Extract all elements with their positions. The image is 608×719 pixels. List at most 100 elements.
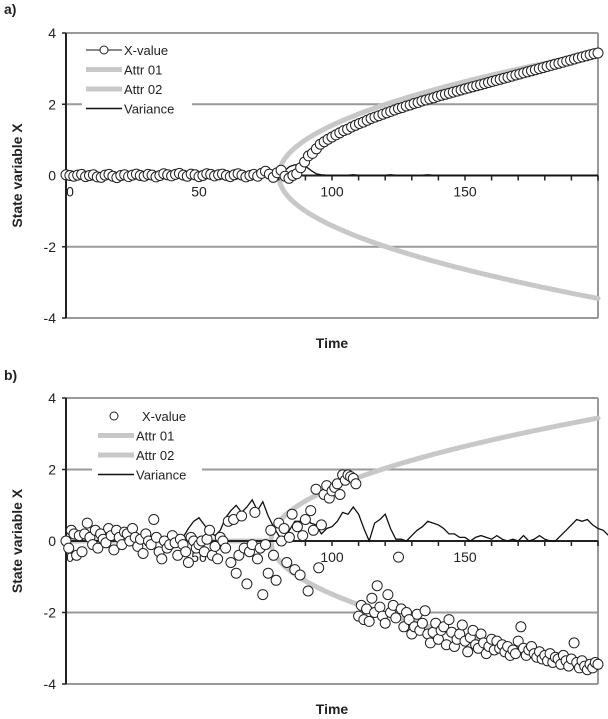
x-value-point [182,557,194,568]
x-value-point [592,658,604,670]
x-value-point [393,551,404,563]
x-tick-label: 0 [66,184,74,200]
variance-line [278,164,599,177]
x-value-point [108,544,120,556]
x-value-point [92,542,104,554]
x-tick-label: 50 [191,184,207,200]
y-tick-label: 2 [48,96,56,112]
x-value-point [379,617,391,629]
x-value-point [257,589,269,601]
x-value-point [403,614,415,626]
x-tick-label: 100 [320,184,344,200]
legend-label: Variance [136,468,186,483]
x-value-point [374,601,386,613]
x-value-point [366,592,378,604]
x-value-point [363,615,375,627]
attractor-02 [276,173,601,301]
legend-marker-x-value [99,45,109,55]
x-value-point [81,517,93,529]
y-tick-label: -2 [44,239,57,255]
x-value-point [209,540,221,552]
x-value-point [390,612,402,624]
x-value-point [241,578,253,590]
panel-a: a) 4 2 0 -2 -4 State variable X Time X-value Attr… [4,1,604,351]
x-value-point [592,47,604,59]
x-tick-label: 150 [453,184,477,200]
x-value-point [278,523,290,534]
x-value-point [204,524,216,536]
x-value-point [305,505,317,517]
legend: X-value Attr 01 Attr 02 Variance [98,409,186,483]
legend-label: Variance [124,102,174,117]
x-value-point [252,553,263,565]
y-tick-label: 2 [48,462,56,478]
panel-label: b) [4,367,17,383]
y-axis-title: State variable X [9,488,25,593]
x-value-point [510,648,521,660]
x-value-point [371,580,383,592]
x-value-point [220,542,232,554]
legend: X-value Attr 01 Attr 02 Variance [86,43,174,117]
y-tick-label: -4 [44,310,57,326]
legend-label: X-value [142,409,186,424]
x-value-point [568,637,580,649]
x-value-point [462,646,474,658]
x-value-point [260,539,271,551]
x-value-point [307,524,319,536]
legend-label: X-value [124,43,168,58]
x-value-point [265,524,277,536]
x-value-point [456,619,468,631]
legend-background [92,406,202,486]
x-axis-title: Time [316,701,349,717]
x-value-point [315,519,327,531]
x-value-point [299,514,311,525]
y-axis-title: State variable X [9,123,25,228]
x-value-point [225,557,237,568]
legend-marker-x-value [109,411,119,421]
legend-label: Attr 01 [136,429,174,444]
y-tick-label: 0 [48,168,56,184]
x-value-point [382,589,394,601]
x-value-point [212,553,224,565]
x-value-point [230,567,242,579]
x-value-point [137,548,149,559]
y-tick-label: 0 [48,533,56,549]
x-value-point [302,585,314,597]
x-value-point [148,514,160,525]
x-value-point [76,546,88,558]
x-value-point [180,546,192,558]
x-value-point [249,506,261,518]
x-value-point [286,508,298,520]
x-value-point [236,510,248,522]
x-value-point [515,621,527,633]
x-value-point [350,478,362,490]
x-value-point [156,553,168,565]
x-value-point [443,614,455,626]
x-value-point [310,483,322,495]
x-value-point [313,562,325,574]
x-value-point [281,557,293,568]
x-value-point [283,531,295,543]
x-value-point [294,569,306,581]
variance-line [172,498,608,543]
x-value-point [334,489,346,500]
y-tick-label: 4 [48,390,56,406]
y-tick-label: 4 [48,25,56,41]
legend-label: Attr 02 [136,448,174,463]
legend-label: Attr 02 [124,82,162,97]
x-value-point [262,567,274,579]
x-value-point [63,542,75,554]
x-tick-label: 100 [320,549,344,565]
legend-background [82,40,192,120]
panel-b: b) 4 2 0 -2 -4 State variable X Time X-value Attr… [4,367,608,717]
x-value-point [297,530,309,542]
x-value-point [419,605,431,617]
x-value-point [416,617,428,629]
x-value-point [270,574,282,586]
panel-label: a) [4,1,16,17]
legend-label: Attr 01 [124,63,162,78]
x-axis-title: Time [316,335,349,351]
y-tick-label: -4 [44,676,57,692]
x-tick-label: 150 [453,549,477,565]
